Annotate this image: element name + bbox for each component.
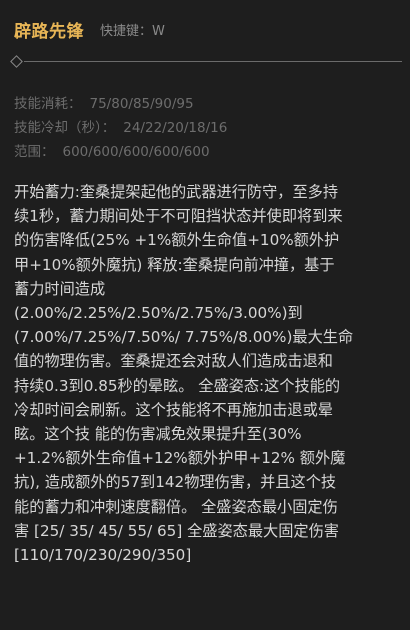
description-line: 开始蓄力:奎桑提架起他的武器进行防守，至多持 bbox=[14, 183, 339, 201]
divider-line bbox=[24, 61, 402, 62]
description-line: +1.2%额外生命值+12%额外护甲+12% 额外魔 bbox=[14, 449, 346, 468]
stat-row-range: 范围： 600/600/600/600/600 bbox=[14, 140, 227, 164]
header-divider bbox=[10, 55, 402, 68]
description-line: 持续0.3到0.85秒的晕眩。 全盛姿态:这个技能的 bbox=[14, 376, 341, 395]
description-line: 眩。这个技 能的伤害减免效果提升至(30% bbox=[14, 425, 302, 444]
diamond-icon bbox=[10, 55, 23, 68]
description-line: 冷却时间会刷新。这个技能将不再施加击退或晕 bbox=[14, 400, 333, 419]
stat-value: 600/600/600/600/600 bbox=[62, 144, 210, 160]
stat-label: 技能消耗： bbox=[14, 96, 82, 112]
skill-stats: 技能消耗： 75/80/85/90/95 技能冷却（秒）： 24/22/20/18/… bbox=[14, 92, 227, 164]
stat-value: 24/22/20/18/16 bbox=[123, 120, 228, 136]
stat-value: 75/80/85/90/95 bbox=[89, 96, 194, 112]
stat-row-cooldown: 技能冷却（秒）： 24/22/20/18/16 bbox=[14, 116, 227, 140]
description-line: (2.00%/2.25%/2.50%/2.75%/3.00%)到 bbox=[14, 304, 303, 323]
description-line: 值的物理伤害。奎桑提还会对敌人们造成击退和 bbox=[14, 352, 333, 371]
description-line: 抗), 造成额外的57到142物理伤害，并且这个技 bbox=[14, 473, 337, 492]
hotkey-label: 快捷键：W bbox=[100, 23, 165, 39]
description-line: 甲+10%额外魔抗) 释放:奎桑提向前冲撞，基于 bbox=[14, 255, 335, 274]
stat-label: 技能冷却（秒）： bbox=[14, 120, 116, 136]
stat-row-cost: 技能消耗： 75/80/85/90/95 bbox=[14, 92, 227, 116]
description-line: 续1秒，蓄力期间处于不可阻挡状态并使即将到来 bbox=[14, 207, 343, 226]
description-line: 能的蓄力和冲刺速度翻倍。 全盛姿态最小固定伤 bbox=[14, 497, 338, 516]
skill-name: 辟路先锋 bbox=[14, 21, 84, 42]
description-line: 的伤害降低(25% +1%额外生命值+10%额外护 bbox=[14, 231, 340, 250]
description-line: (7.00%/7.25%/7.50%/ 7.75%/8.00%)最大生命 bbox=[14, 328, 354, 347]
skill-description: 开始蓄力:奎桑提架起他的武器进行防守，至多持 续1秒，蓄力期间处于不可阻挡状态并… bbox=[14, 180, 400, 567]
description-line: [110/170/230/290/350] bbox=[14, 546, 192, 565]
tooltip-header: 辟路先锋 快捷键：W bbox=[14, 14, 400, 44]
description-line: 蓄力时间造成 bbox=[14, 279, 106, 298]
stat-label: 范围： bbox=[14, 144, 55, 160]
description-line: 害 [25/ 35/ 45/ 55/ 65] 全盛姿态最大固定伤害 bbox=[14, 521, 339, 540]
